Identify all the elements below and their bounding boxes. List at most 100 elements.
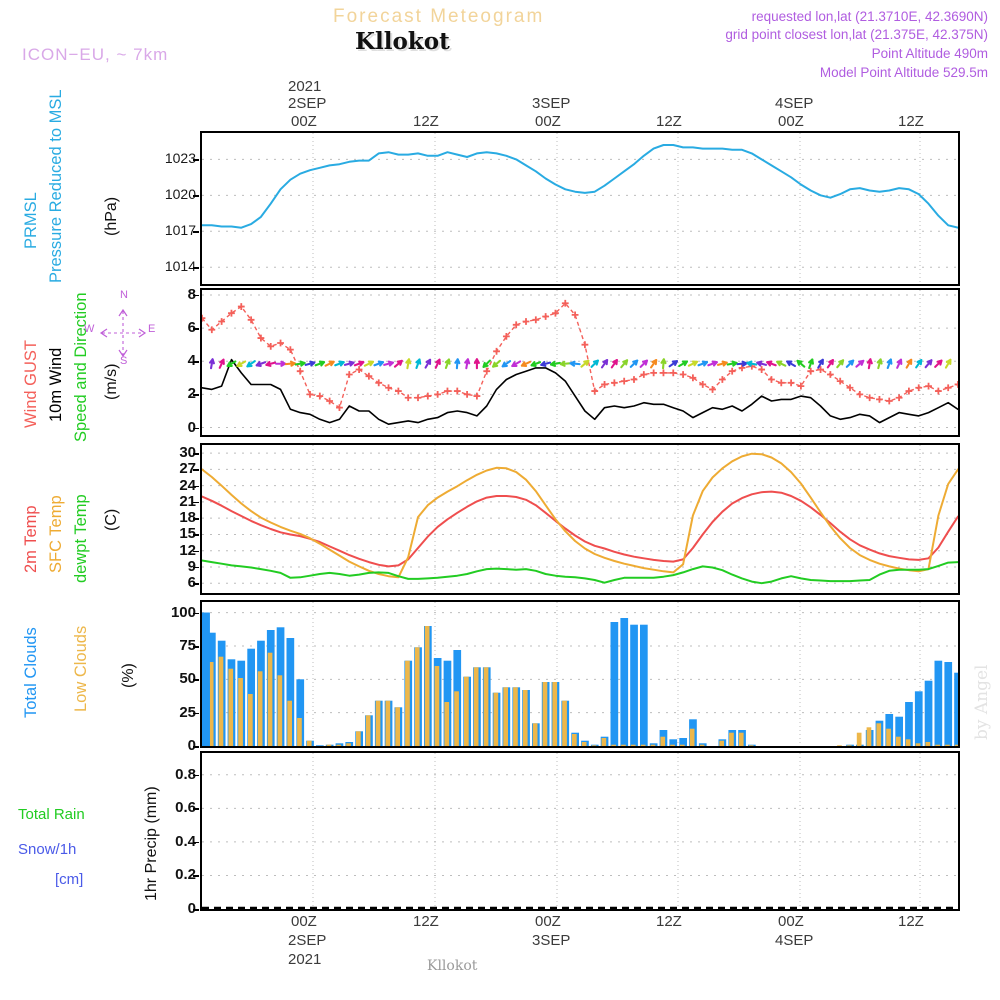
temp-ytick-mark-8	[193, 583, 199, 585]
precip-label-cm: [cm]	[55, 871, 84, 888]
bottom-tick-time-1: 12Z	[413, 913, 439, 930]
temp-ytick-0: 30	[179, 444, 196, 462]
wind-ytick-mark-3	[193, 394, 199, 396]
precip-ytick-3: 0.2	[175, 866, 196, 884]
wind-ytick-1: 6	[187, 319, 196, 337]
bottom-tick-time-3: 12Z	[656, 913, 682, 930]
wind-ytick-mark-4	[193, 427, 199, 430]
grid-lonlat: grid point closest lon,lat (21.375E, 42.…	[725, 27, 988, 42]
clouds-ytick-4: 0	[187, 737, 196, 754]
wind-ytick-3: 2	[187, 385, 196, 403]
bottom-tick-time-4: 00Z	[778, 913, 804, 930]
precip-ytick-1: 0.6	[175, 799, 196, 817]
top-tick-time-3: 12Z	[656, 113, 682, 130]
compass-s: S	[120, 355, 128, 367]
watermark: by Angel	[972, 664, 992, 741]
temp-ytick-mark-0	[193, 453, 199, 455]
temp-ytick-5: 15	[179, 525, 196, 543]
temp-ytick-mark-6	[193, 550, 199, 553]
wind-label-10m: 10m Wind	[47, 347, 65, 422]
prmsl-unit: (hPa)	[103, 196, 120, 236]
temp-label-2m: 2m Temp	[22, 505, 40, 573]
clouds-label-low: Low Clouds	[72, 625, 90, 712]
prmsl-left-labels: PRMSL Pressure Reduced to MSL (hPa) 1023…	[0, 89, 200, 286]
clouds-ytick-2: 50	[179, 670, 196, 688]
wind-ytick-mark-2	[193, 361, 199, 363]
temp-ytick-mark-5	[193, 534, 199, 536]
prmsl-ytick-0: 1023	[164, 150, 196, 167]
temp-ytick-3: 21	[179, 492, 196, 510]
wind-ytick-2: 4	[187, 352, 196, 370]
compass-e: E	[148, 323, 156, 335]
clouds-ytick-0: 100	[170, 603, 196, 621]
precip-left-labels: Total Rain Snow/1h [cm] 1hr Precip (mm) …	[0, 751, 200, 917]
axis-year-top: 2021	[288, 78, 322, 95]
footer-station: Kllokot	[427, 958, 478, 974]
prmsl-label-1: Pressure Reduced to MSL	[47, 89, 65, 283]
clouds-ytick-mark-1	[193, 646, 199, 648]
top-tick-time-1: 12Z	[413, 113, 439, 130]
precip-ytick-0: 0.8	[175, 765, 196, 783]
precip-ytick-mark-3	[193, 875, 199, 877]
prmsl-ytick-mark-0	[193, 159, 199, 161]
prmsl-ytick-1: 1020	[164, 186, 196, 203]
precip-label-rain: Total Rain	[18, 806, 85, 823]
temp-unit: (C)	[103, 508, 120, 531]
precip-ytick-2: 0.4	[175, 832, 196, 850]
temp-label-sfc: SFC Temp	[47, 495, 65, 573]
temp-ytick-mark-3	[193, 501, 199, 504]
prmsl-ytick-2: 1017	[164, 222, 196, 239]
temp-ytick-7: 9	[187, 557, 196, 575]
temp-ytick-mark-1	[193, 469, 199, 471]
prmsl-ytick-mark-2	[193, 231, 199, 233]
requested-lonlat: requested lon,lat (21.3710E, 42.3690N)	[751, 9, 988, 24]
panel-precip	[200, 751, 960, 911]
panel-prmsl	[200, 131, 960, 286]
clouds-ytick-mark-3	[193, 712, 199, 715]
precip-label-snow: Snow/1h	[18, 841, 77, 858]
top-tick-time-0: 00Z	[291, 113, 317, 130]
clouds-label-total: Total Clouds	[22, 627, 40, 718]
panel-clouds	[200, 600, 960, 748]
top-tick-time-2: 00Z	[535, 113, 561, 130]
bottom-tick-day-4: 4SEP	[775, 932, 814, 949]
temp-ytick-8: 6	[187, 574, 196, 592]
temp-ytick-mark-7	[193, 566, 199, 569]
wind-ytick-mark-0	[193, 294, 199, 297]
compass-w: W	[84, 323, 95, 335]
wind-label-gust: Wind GUST	[22, 339, 40, 428]
clouds-left-labels: Total Clouds Low Clouds (%) 100 75 50 25 0	[0, 600, 200, 754]
precip-unit: 1hr Precip (mm)	[143, 786, 160, 901]
temp-label-dewpt: dewpt Temp	[72, 494, 90, 583]
top-tick-day-4: 4SEP	[775, 95, 814, 112]
prmsl-ytick-3: 1014	[164, 258, 196, 275]
precip-ytick-mark-0	[193, 774, 199, 777]
clouds-ytick-mark-0	[193, 612, 199, 615]
temp-ytick-6: 12	[179, 541, 196, 559]
model-label: ICON−EU, ~ 7km	[22, 45, 169, 64]
precip-ytick-mark-4	[193, 909, 199, 911]
prmsl-ytick-mark-3	[193, 267, 199, 269]
temp-ytick-4: 18	[179, 509, 196, 527]
panel-temp	[200, 443, 960, 595]
forecast-title: Forecast Meteogram	[333, 6, 545, 27]
clouds-ytick-3: 25	[179, 703, 196, 721]
bottom-tick-time-0: 00Z	[291, 913, 317, 930]
temp-left-labels: 2m Temp SFC Temp dewpt Temp (C) 30 27 24 21…	[0, 443, 200, 595]
model-point-altitude: Model Point Altitude 529.5m	[819, 65, 988, 80]
temp-ytick-mark-4	[193, 518, 199, 520]
clouds-ytick-1: 75	[179, 637, 196, 654]
top-tick-day-0: 2SEP	[288, 95, 327, 112]
bottom-tick-year-0: 2021	[288, 951, 322, 968]
precip-ytick-4: 0	[187, 900, 196, 917]
clouds-ytick-mark-2	[193, 679, 199, 681]
bottom-tick-day-0: 2SEP	[288, 932, 327, 949]
bottom-tick-time-5: 12Z	[898, 913, 924, 930]
station-title: Kllokot	[355, 28, 450, 55]
top-time-axis: 2021 2SEP 00Z 12Z 3SEP 00Z 12Z 4SEP 00Z 12Z	[0, 78, 1000, 130]
wind-compass: N S W E	[84, 289, 158, 373]
temp-ytick-1: 27	[179, 460, 196, 478]
wind-ytick-4: 0	[187, 418, 196, 436]
prmsl-ytick-mark-1	[193, 195, 199, 197]
temp-ytick-mark-2	[193, 485, 199, 488]
